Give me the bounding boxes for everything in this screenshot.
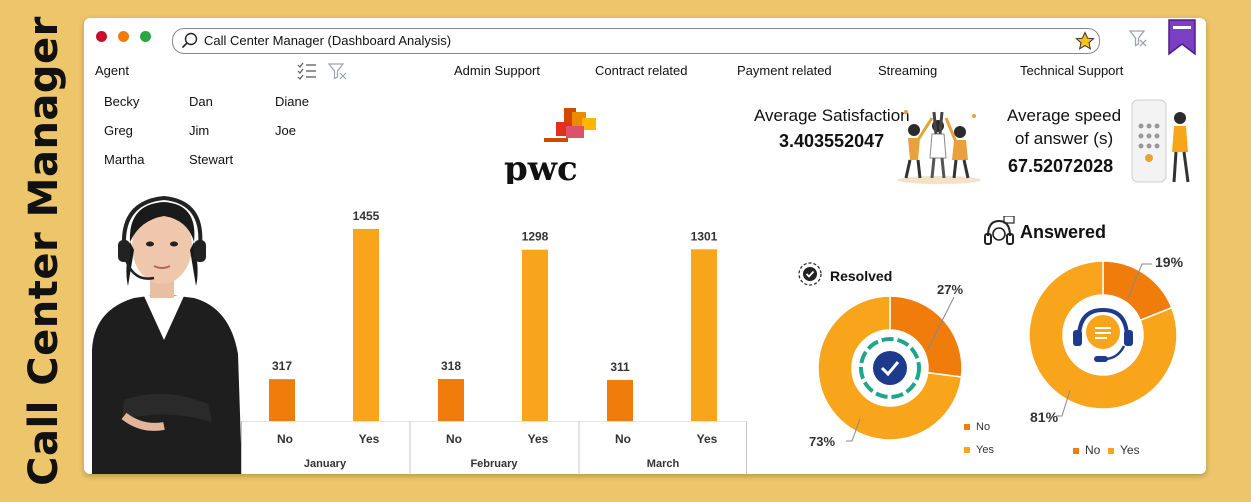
- bar-data-label: 318: [441, 359, 461, 373]
- resolved-legend-yes: Yes: [964, 444, 994, 456]
- bookmark-icon[interactable]: [1166, 18, 1198, 56]
- agent-item-becky[interactable]: Becky: [104, 94, 140, 109]
- answered-no-pct-label: 19%: [1155, 254, 1184, 270]
- avg-speed-label-line1: Average speed: [1006, 106, 1122, 125]
- bar-data-label: 311: [610, 360, 630, 374]
- pwc-logo: pwc: [504, 108, 596, 184]
- call-center-agent-photo: [92, 195, 242, 474]
- month-label-january: January: [303, 458, 347, 470]
- avg-satisfaction-value: 3.403552047: [779, 131, 885, 151]
- category-streaming[interactable]: Streaming: [878, 63, 938, 78]
- resolved-slice-yes: [817, 295, 963, 441]
- bar-march-no: [607, 379, 633, 421]
- bar-data-label: 1455: [353, 209, 380, 223]
- resolved-badge-icon: [798, 262, 822, 286]
- x-label-jan-yes: Yes: [358, 432, 380, 446]
- multi-select-icon[interactable]: [297, 62, 317, 80]
- resolved-leader-lines: [846, 296, 955, 442]
- category-contract-related[interactable]: Contract related: [595, 63, 688, 78]
- search-bar[interactable]: Call Center Manager (Dashboard Analysis): [172, 28, 1100, 54]
- answered-slice-yes: [1028, 260, 1178, 410]
- bar-data-label: 1301: [691, 229, 718, 243]
- phone-call-illustration: [1131, 99, 1190, 183]
- resolved-legend-no: No: [964, 421, 990, 433]
- agent-item-diane[interactable]: Diane: [275, 94, 309, 109]
- bar-chart-axis-lines: [241, 421, 747, 474]
- avg-speed-value: 67.52072028: [1008, 156, 1114, 176]
- category-admin-support[interactable]: Admin Support: [454, 63, 540, 78]
- search-text: Call Center Manager (Dashboard Analysis): [204, 33, 452, 48]
- bar-data-label: 317: [272, 359, 292, 373]
- answered-legend-no-label: No: [1085, 443, 1101, 457]
- avg-satisfaction-label: Average Satisfaction: [754, 106, 910, 125]
- close-window-dot[interactable]: [96, 31, 107, 42]
- resolved-no-pct-label: 27%: [937, 282, 964, 297]
- bar-february-yes: [522, 249, 548, 421]
- answered-legend-no: No: [1073, 443, 1100, 457]
- resolved-legend-no-label: No: [976, 421, 991, 433]
- bar-january-no: [269, 379, 295, 421]
- agent-item-greg[interactable]: Greg: [104, 123, 133, 138]
- slicer-clear-filter-icon[interactable]: [328, 62, 348, 80]
- category-payment-related[interactable]: Payment related: [737, 63, 832, 78]
- resolved-legend-yes-label: Yes: [976, 444, 994, 456]
- category-technical-support[interactable]: Technical Support: [1020, 63, 1124, 78]
- agent-item-jim[interactable]: Jim: [189, 123, 210, 138]
- answered-legend-yes-label: Yes: [1120, 443, 1140, 457]
- answered-title: Answered: [1020, 222, 1107, 242]
- avg-speed-label-line2: of answer (s): [1014, 129, 1114, 148]
- x-label-mar-no: No: [615, 432, 631, 446]
- resolved-yes-pct-label: 73%: [809, 434, 836, 449]
- agent-item-martha[interactable]: Martha: [104, 152, 145, 167]
- x-label-feb-no: No: [446, 432, 462, 446]
- resolved-title: Resolved: [830, 268, 893, 284]
- bar-chart-axis: No Yes No Yes No Yes January February Ma…: [241, 421, 747, 474]
- bar-january-yes: [353, 228, 379, 421]
- agent-item-dan[interactable]: Dan: [189, 94, 213, 109]
- minimize-window-dot[interactable]: [118, 31, 129, 42]
- answered-headset-icon: [984, 216, 1015, 245]
- answered-yes-pct-label: 81%: [1030, 409, 1059, 425]
- favorite-star-icon[interactable]: [1075, 31, 1095, 51]
- resolved-donut-chart: [817, 295, 963, 441]
- sidebar-title: Call Center Manager: [21, 16, 67, 486]
- bar-february-no: [438, 379, 464, 421]
- x-label-mar-yes: Yes: [696, 432, 718, 446]
- x-label-feb-yes: Yes: [527, 432, 549, 446]
- resolved-slice-no: [889, 295, 963, 378]
- agent-item-joe[interactable]: Joe: [275, 123, 296, 138]
- answered-center-badge: [1064, 296, 1142, 374]
- resolved-center-badge: [854, 332, 926, 404]
- team-celebration-illustration: [897, 110, 981, 184]
- x-label-jan-no: No: [277, 432, 293, 446]
- month-label-march: March: [646, 458, 680, 470]
- search-icon: [181, 32, 198, 49]
- agent-slicer-label: Agent: [95, 63, 129, 78]
- answered-legend-yes: Yes: [1108, 443, 1140, 457]
- pwc-logo-text: pwc: [504, 149, 578, 184]
- agent-item-stewart[interactable]: Stewart: [189, 152, 234, 167]
- bar-data-label: 1298: [522, 230, 549, 244]
- clear-filter-icon[interactable]: [1128, 28, 1148, 48]
- monthly-bar-chart: 317 1455 318 1298 311 1301: [269, 209, 718, 421]
- dashboard-panel: Call Center Manager (Dashboard Analysis)…: [84, 18, 1206, 474]
- month-label-february: February: [470, 458, 518, 470]
- maximize-window-dot[interactable]: [140, 31, 151, 42]
- answered-donut-chart: [1028, 260, 1178, 410]
- answered-leader-lines: [1056, 263, 1152, 417]
- bar-march-yes: [691, 249, 717, 421]
